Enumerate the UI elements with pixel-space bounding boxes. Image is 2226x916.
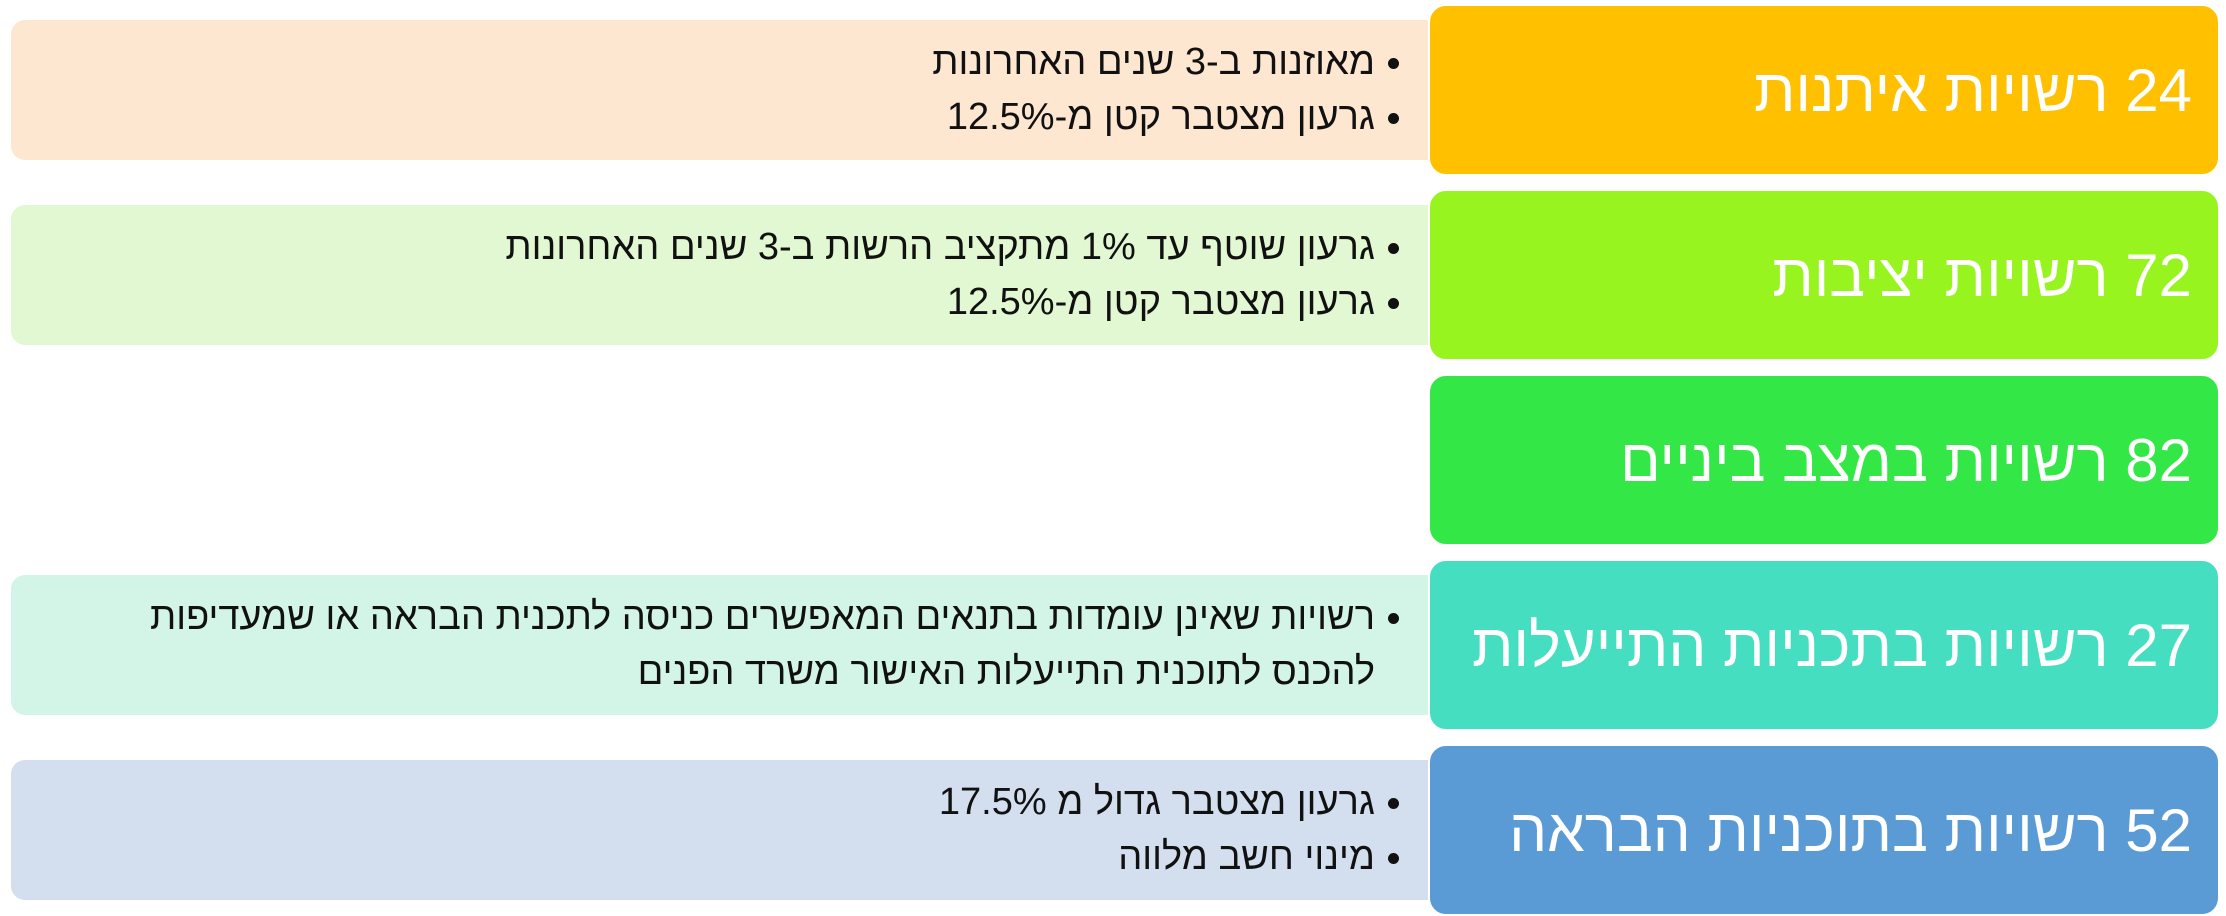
row: גרעון שוטף עד 1% מתקציב הרשות ב-3 שנים ה… [0, 189, 2226, 361]
bullet-list: גרעון שוטף עד 1% מתקציב הרשות ב-3 שנים ה… [51, 220, 1401, 330]
bullet: מאוזנות ב-3 שנים האחרונות [51, 35, 1399, 90]
row: גרעון מצטבר גדול מ 17.5% מינוי חשב מלווה 5… [0, 744, 2226, 916]
bullet-list: רשויות שאינן עומדות בתנאים המאפשרים כניס… [51, 590, 1401, 700]
header-box: 52 רשויות בתוכניות הבראה [1428, 744, 2220, 916]
bullet: מינוי חשב מלווה [51, 830, 1399, 885]
row: מאוזנות ב-3 שנים האחרונות גרעון מצטבר קטן… [0, 4, 2226, 176]
detail-box: גרעון מצטבר גדול מ 17.5% מינוי חשב מלווה [11, 760, 1451, 900]
bullet: גרעון מצטבר קטן מ-12.5% [51, 275, 1399, 330]
detail-box: מאוזנות ב-3 שנים האחרונות גרעון מצטבר קטן… [11, 20, 1451, 160]
bullet: גרעון מצטבר קטן מ-12.5% [51, 90, 1399, 145]
bullet-list: מאוזנות ב-3 שנים האחרונות גרעון מצטבר קטן… [51, 35, 1401, 145]
bullet: רשויות שאינן עומדות בתנאים המאפשרים כניס… [51, 590, 1399, 700]
bullet-list: גרעון מצטבר גדול מ 17.5% מינוי חשב מלווה [51, 775, 1401, 885]
row: רשויות שאינן עומדות בתנאים המאפשרים כניס… [0, 559, 2226, 731]
bullet: גרעון שוטף עד 1% מתקציב הרשות ב-3 שנים ה… [51, 220, 1399, 275]
header-box: 72 רשויות יציבות [1428, 189, 2220, 361]
header-box: 82 רשויות במצב ביניים [1428, 374, 2220, 546]
bullet: גרעון מצטבר גדול מ 17.5% [51, 775, 1399, 830]
header-box: 27 רשויות בתכניות התייעלות [1428, 559, 2220, 731]
detail-box: גרעון שוטף עד 1% מתקציב הרשות ב-3 שנים ה… [11, 205, 1451, 345]
detail-box: רשויות שאינן עומדות בתנאים המאפשרים כניס… [11, 575, 1451, 715]
row: 82 רשויות במצב ביניים [0, 374, 2226, 546]
header-box: 24 רשויות איתנות [1428, 4, 2220, 176]
